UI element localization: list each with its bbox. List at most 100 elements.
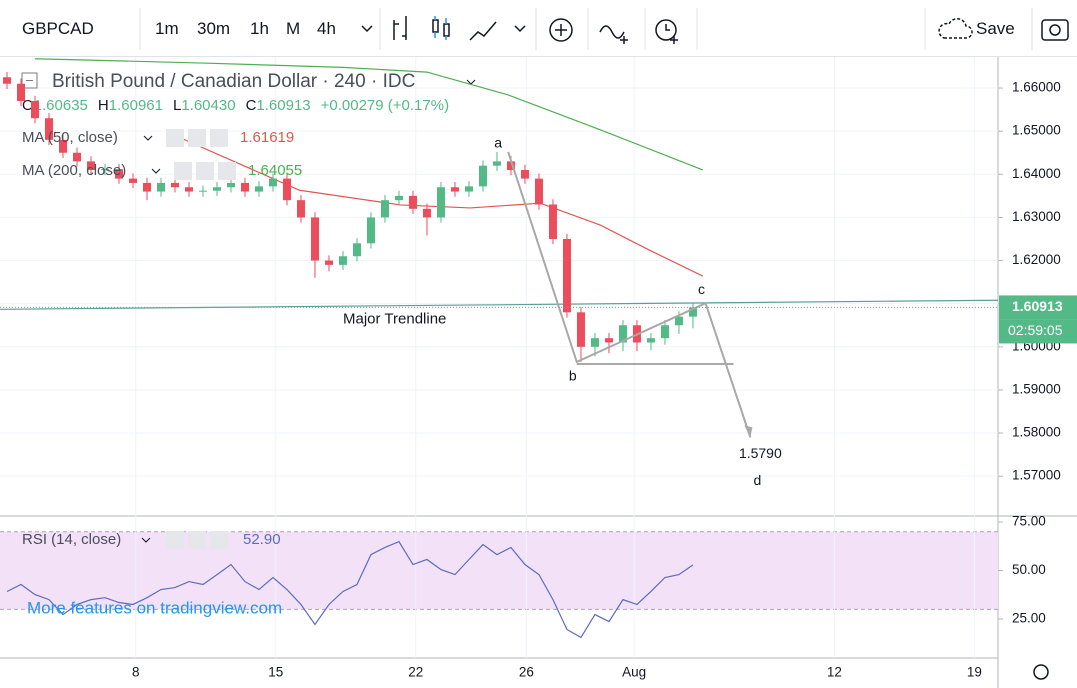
candle-body <box>128 178 137 183</box>
arrow-head <box>744 425 753 438</box>
candle-body <box>366 217 375 244</box>
x-tick-label: Aug <box>622 665 646 680</box>
ohlc-label: O <box>22 97 34 114</box>
y-tick-label: 1.66000 <box>1012 80 1061 95</box>
candle-body <box>674 316 683 326</box>
separator: · <box>366 71 383 92</box>
candle-body <box>450 187 459 192</box>
y-tick-label: 1.57000 <box>1012 468 1061 483</box>
study-icon[interactable] <box>166 129 184 147</box>
candle-body <box>44 118 53 140</box>
study-icon[interactable] <box>210 531 228 549</box>
candle-body <box>142 182 151 192</box>
candle-body <box>604 338 613 343</box>
trendline-label: Major Trendline <box>343 310 446 327</box>
candle-body <box>408 195 417 209</box>
dropdown-icon <box>151 168 161 174</box>
x-tick-label: 15 <box>268 665 283 680</box>
candle-body <box>100 169 109 171</box>
candle-body <box>30 100 39 119</box>
study-icon[interactable] <box>174 162 192 180</box>
study-icon[interactable] <box>196 162 214 180</box>
chart-title-line: British Pound / Canadian Dollar · 240 · … <box>52 71 415 92</box>
candle-body <box>282 178 291 201</box>
watermark: More features on tradingview.com <box>27 598 282 617</box>
candle-body <box>436 187 445 218</box>
y-tick-label: 1.62000 <box>1012 252 1061 267</box>
candle-body <box>534 178 543 205</box>
legend: British Pound / Canadian Dollar · 240 · … <box>21 71 476 114</box>
study-value: 1.61619 <box>240 129 294 146</box>
y-tick-label: 75.00 <box>1012 514 1046 529</box>
candle-body <box>310 217 319 261</box>
ohlc-legend: O1.60635 H1.60961 L1.60430 C1.60913 +0.00279… <box>22 97 449 114</box>
countdown-label: 02:59:05 <box>1008 322 1063 338</box>
candle-body <box>478 165 487 187</box>
candle-body <box>590 338 599 347</box>
candle-body <box>226 182 235 188</box>
plot: Major Trendline a b c d 1.5790 1.60913 02:59:05… <box>0 58 1077 639</box>
candle-body <box>464 186 473 192</box>
candle-body <box>254 186 263 192</box>
study-icon[interactable] <box>218 162 236 180</box>
pattern-label: b <box>569 368 577 384</box>
y-tick-label: 25.00 <box>1012 611 1046 626</box>
separator: · <box>317 71 334 92</box>
candle-body <box>114 169 123 179</box>
candle-body <box>394 195 403 201</box>
candle-body <box>548 204 557 239</box>
pattern-label: c <box>698 281 705 297</box>
x-tick-label: 8 <box>132 665 140 680</box>
candle-body <box>184 187 193 192</box>
candle-body <box>86 161 95 170</box>
candle-body <box>268 178 277 187</box>
candle-body <box>156 182 165 192</box>
study-icon[interactable] <box>188 129 206 147</box>
candle-body <box>618 325 627 343</box>
study-value: 1.64055 <box>248 162 302 179</box>
ohlc-value: 1.60961 <box>109 97 163 114</box>
study-icon[interactable] <box>166 531 184 549</box>
source: IDC <box>383 71 416 92</box>
y-tick-label: 1.59000 <box>1012 381 1061 396</box>
y-tick-label: 1.64000 <box>1012 166 1061 181</box>
pattern-line <box>507 151 752 438</box>
candle-body <box>646 338 655 343</box>
study-icon[interactable] <box>210 129 228 147</box>
x-tick-label: 12 <box>827 665 842 680</box>
ohlc-label: H <box>98 97 109 114</box>
candle-body <box>688 307 697 317</box>
candle-body <box>562 238 571 313</box>
y-tick-label: 50.00 <box>1012 562 1046 577</box>
last-price-label: 1.60913 <box>1012 298 1063 314</box>
candle-body <box>240 182 249 192</box>
trendline <box>0 299 999 310</box>
x-tick-label: 19 <box>967 665 982 680</box>
pattern-label: d <box>753 472 761 488</box>
candle-body <box>58 139 67 153</box>
candle-body <box>380 200 389 218</box>
candle-body <box>576 312 585 347</box>
candle-body <box>506 161 515 170</box>
candle-body <box>520 169 529 179</box>
symbol[interactable]: GBPCAD <box>22 19 94 38</box>
collapse-icon[interactable] <box>21 72 38 89</box>
ohlc-value: 1.60635 <box>34 97 88 114</box>
study-icon[interactable] <box>188 531 206 549</box>
ohlc-value: 1.60913 <box>256 97 310 114</box>
target-label: 1.5790 <box>739 445 782 461</box>
candle-body <box>338 256 347 265</box>
study-name: MA (200, close) <box>22 162 126 179</box>
settings-icon[interactable] <box>1033 664 1049 680</box>
ohlc-label: L <box>173 97 181 114</box>
candle-body <box>72 152 81 162</box>
candle-body <box>296 200 305 218</box>
candle-body <box>352 243 361 257</box>
study-name: RSI (14, close) <box>22 531 121 548</box>
countdown-box <box>999 319 1077 344</box>
candle-body <box>2 77 11 84</box>
pattern-label: a <box>494 135 502 151</box>
x-tick-label: 22 <box>408 665 423 680</box>
candle-body <box>170 182 179 188</box>
